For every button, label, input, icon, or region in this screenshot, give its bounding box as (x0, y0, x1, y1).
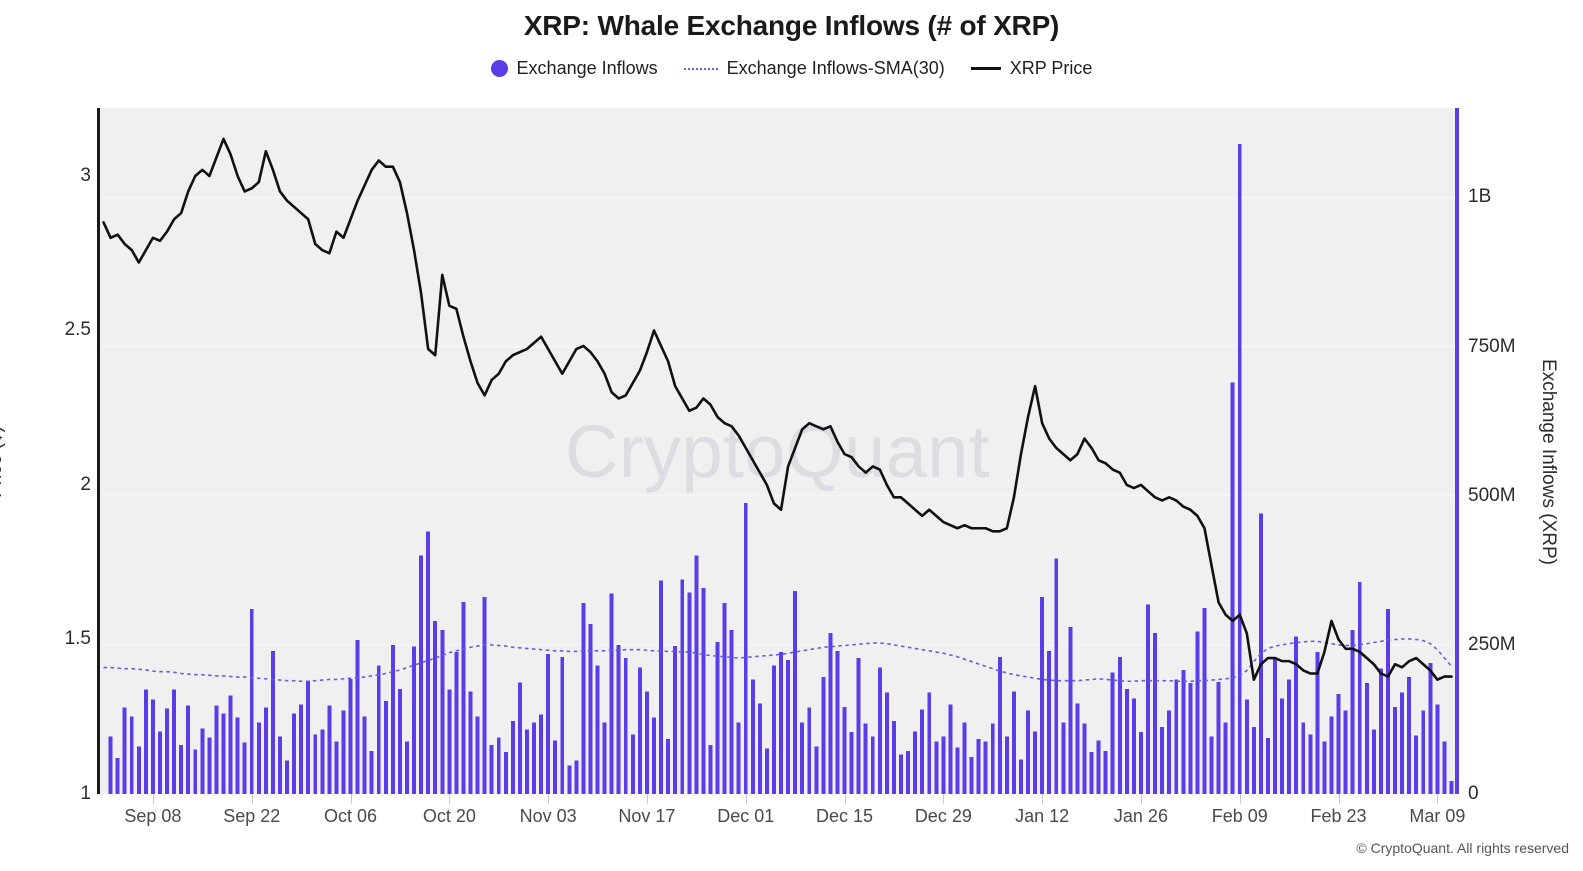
left-axis-tick-label: 3 (80, 164, 91, 186)
left-axis-tick-label: 2 (80, 473, 91, 495)
left-axis-spine (97, 108, 100, 794)
x-axis-tick-label: Feb 23 (1310, 806, 1367, 826)
right-axis-tick-label: 500M (1468, 484, 1516, 506)
left-axis-title: Price ($) (0, 426, 6, 498)
page-title: XRP: Whale Exchange Inflows (# of XRP) (523, 10, 1060, 41)
x-axis-tick-label: Sep 22 (223, 806, 281, 826)
legend-item-xrp-price[interactable]: XRP Price (970, 58, 1093, 79)
x-axis-tick-label: Nov 17 (618, 806, 676, 826)
x-axis-tick-label: Oct 06 (324, 806, 378, 826)
x-axis-tick-mark (548, 794, 550, 804)
x-axis-tick-mark (1437, 794, 1439, 804)
x-axis-tick-mark (449, 794, 451, 804)
x-axis-tick-label: Jan 12 (1015, 806, 1070, 826)
left-axis-tick-label: 2.5 (64, 319, 91, 341)
x-axis-tick-mark (745, 794, 747, 804)
x-axis-tick-mark (943, 794, 945, 804)
plot-area[interactable]: CryptoQuant (100, 108, 1455, 794)
right-axis-tick-label: 250M (1468, 633, 1516, 655)
x-axis-tick-label: Dec 01 (717, 806, 775, 826)
x-axis-tick-mark (844, 794, 846, 804)
x-axis-tick-label: Dec 15 (816, 806, 874, 826)
x-axis-tick-mark (1239, 794, 1241, 804)
right-axis-tick-label: 750M (1468, 335, 1516, 357)
legend-item-exchange-inflows[interactable]: Exchange Inflows (490, 58, 658, 79)
x-axis-tick-label: Nov 03 (519, 806, 577, 826)
x-axis-tick-mark (152, 794, 154, 804)
right-axis-spine (1455, 108, 1459, 794)
x-axis-tick-label: Oct 20 (422, 806, 476, 826)
x-axis-tick-mark (251, 794, 253, 804)
right-axis-title: Exchange Inflows (XRP) (1538, 359, 1559, 565)
x-axis-tick-mark (1140, 794, 1142, 804)
legend-item-exchange-inflows-sma[interactable]: Exchange Inflows-SMA(30) (683, 58, 945, 79)
chart-legend: Exchange Inflows Exchange Inflows-SMA(30… (0, 58, 1583, 79)
dotted-line-marker-icon (683, 67, 718, 70)
legend-label: XRP Price (1009, 58, 1093, 78)
x-axis-tick-mark (1042, 794, 1044, 804)
x-axis-tick-label: Mar 09 (1409, 806, 1466, 826)
right-axis-tick-label: 1B (1468, 186, 1492, 208)
x-axis-tick-mark (1338, 794, 1340, 804)
circle-marker-icon (490, 60, 508, 77)
right-axis-tick-label: 0 (1468, 783, 1479, 804)
x-axis-tick-label: Feb 09 (1211, 806, 1268, 826)
x-axis-tick-mark (646, 794, 648, 804)
legend-label: Exchange Inflows-SMA(30) (726, 58, 945, 78)
left-axis-tick-label: 1 (80, 783, 91, 804)
x-axis-tick-label: Sep 08 (124, 806, 182, 826)
solid-line-marker-icon (970, 67, 1001, 70)
copyright-notice: © CryptoQuant. All rights reserved (1356, 840, 1569, 856)
x-axis-tick-mark (350, 794, 352, 804)
left-axis-tick-label: 1.5 (64, 628, 91, 650)
x-axis-tick-label: Dec 29 (914, 806, 972, 826)
x-axis-tick-label: Jan 26 (1113, 806, 1168, 826)
chart-canvas (100, 137, 1455, 794)
legend-label: Exchange Inflows (516, 58, 658, 78)
